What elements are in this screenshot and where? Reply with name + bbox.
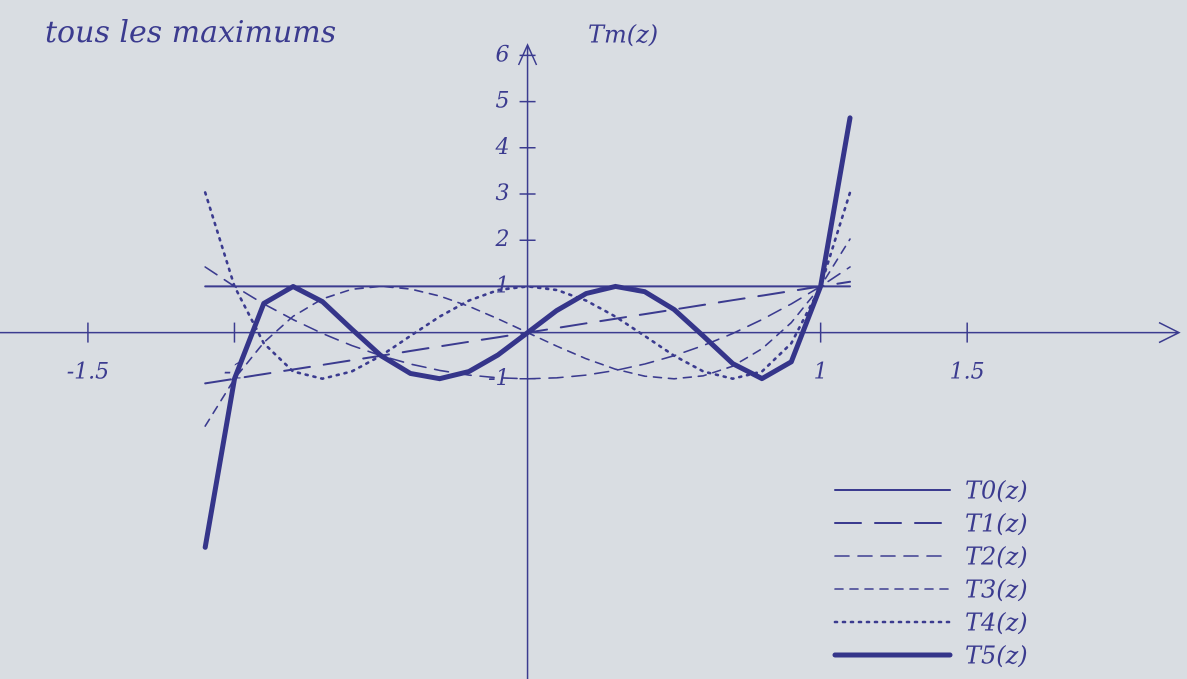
y-tick-label: 4: [495, 135, 510, 160]
legend-label: T0(z): [965, 477, 1028, 505]
y-tick-label: 3: [496, 181, 510, 206]
legend-label: T1(z): [965, 510, 1028, 538]
y-tick-label: 5: [496, 89, 510, 114]
chart-title: tous les maximums: [45, 15, 336, 50]
legend-label: T2(z): [965, 543, 1028, 571]
x-tick-label: 1.5: [950, 360, 985, 385]
x-tick-label: -1.5: [67, 360, 109, 385]
legend-label: T4(z): [965, 609, 1028, 637]
chart: tous les maximums Tm(z) -1.5-111.5-11234…: [0, 0, 1187, 679]
y-tick-label: 2: [495, 227, 510, 252]
legend-label: T5(z): [965, 642, 1028, 670]
x-tick-label: 1: [814, 360, 828, 385]
y-tick-label: 6: [496, 42, 510, 67]
y-axis-label: Tm(z): [588, 21, 658, 49]
page: {"chart_data": { "type": "line", "title"…: [0, 0, 1187, 679]
legend-label: T3(z): [965, 576, 1028, 604]
